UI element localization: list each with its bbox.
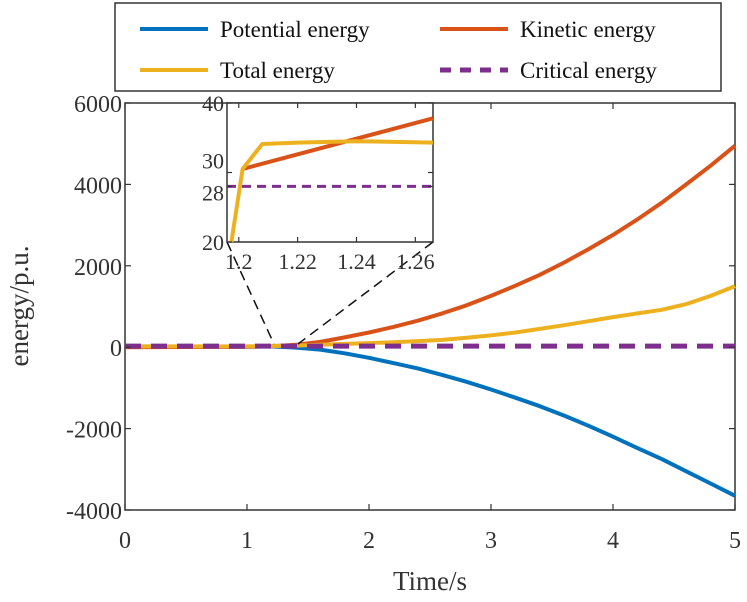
zoom-connector-left (226, 241, 275, 345)
inset-y-tick-label: 28 (202, 180, 224, 205)
y-axis-label: energy/p.u. (4, 246, 34, 367)
legend-box (114, 2, 722, 92)
legend-item-potential-energy: Potential energy (140, 17, 370, 42)
inset-y-tick-label: 30 (202, 149, 224, 174)
zoom-connector-right (297, 241, 434, 345)
x-axis-label: Time/s (393, 566, 467, 596)
zoom-connectors (226, 241, 434, 345)
x-tick-label: 3 (485, 528, 497, 554)
inset-series-line-kinetic-energy (242, 116, 434, 171)
inset-y-ticks: 20 28 30 40 (202, 91, 433, 255)
inset-x-tick-label: 1.24 (337, 249, 376, 274)
inset-x-tick-label: 1.2 (225, 249, 253, 274)
legend-items: Potential energy Kinetic energy Total ener… (140, 17, 657, 83)
y-tick-label: 4000 (74, 173, 122, 199)
inset-x-ticks: 1.2 1.22 1.24 1.26 (225, 103, 435, 274)
legend-label: Total energy (220, 58, 335, 83)
inset-y-tick-label: 40 (202, 91, 224, 116)
y-tick-label: 6000 (74, 92, 122, 118)
inset-plot: 1.2 1.22 1.24 1.26 20 28 30 40 (202, 91, 435, 274)
legend-label: Critical energy (520, 58, 657, 83)
legend-item-kinetic-energy: Kinetic energy (440, 17, 656, 42)
inset-x-tick-label: 1.22 (278, 249, 317, 274)
x-tick-label: 4 (607, 528, 619, 554)
x-tick-label: 2 (363, 528, 375, 554)
legend-item-total-energy: Total energy (140, 58, 335, 83)
inset-plot-frame (226, 102, 434, 243)
legend: Potential energy Kinetic energy Total ener… (114, 2, 722, 92)
main-y-ticks: -4000 -2000 0 2000 4000 6000 (66, 92, 735, 525)
x-tick-label: 1 (241, 528, 253, 554)
legend-label: Potential energy (220, 17, 370, 42)
y-tick-label: -2000 (66, 418, 122, 444)
inset-x-tick-label: 1.26 (396, 249, 435, 274)
main-x-ticks: 0 1 2 3 4 5 (119, 103, 741, 554)
x-tick-label: 0 (119, 528, 131, 554)
legend-label: Kinetic energy (520, 17, 656, 42)
inset-y-tick-label: 20 (202, 230, 224, 255)
y-tick-label: 0 (110, 336, 122, 362)
y-tick-label: 2000 (74, 255, 122, 281)
main-series-group (124, 144, 737, 498)
inset-series-group (227, 116, 434, 243)
x-tick-label: 5 (729, 528, 741, 554)
legend-item-critical-energy: Critical energy (440, 58, 657, 83)
y-tick-label: -4000 (66, 499, 122, 525)
inset-series-line-total-energy (229, 139, 434, 243)
